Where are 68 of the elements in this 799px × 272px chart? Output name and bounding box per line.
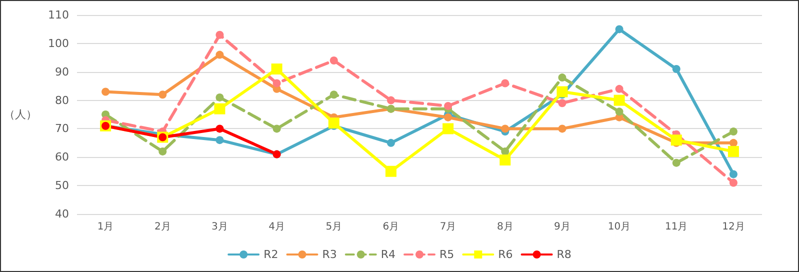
- point: [672, 65, 680, 74]
- point: [558, 124, 566, 133]
- x-tick-label: 5月: [326, 222, 342, 232]
- point: [558, 99, 566, 108]
- y-tick-label: 70: [55, 122, 69, 136]
- point: [330, 56, 338, 64]
- point: [385, 166, 396, 177]
- point: [214, 103, 226, 114]
- point: [501, 147, 510, 156]
- point: [501, 79, 510, 88]
- point: [500, 154, 511, 166]
- point: [272, 124, 281, 133]
- x-tick-label: 3月: [212, 222, 228, 232]
- legend-label: R2: [264, 248, 278, 261]
- point: [672, 158, 680, 167]
- point: [729, 178, 738, 187]
- point: [442, 123, 454, 134]
- legend-label: R5: [440, 248, 454, 261]
- y-axis-title: （人）: [4, 108, 37, 121]
- y-tick-label: 80: [55, 94, 69, 107]
- x-tick-label: 8月: [496, 222, 514, 232]
- point: [386, 96, 395, 104]
- point: [216, 50, 224, 59]
- y-tick-label: 40: [55, 208, 69, 220]
- point: [330, 90, 338, 99]
- legend-label: R8: [556, 248, 572, 261]
- point: [158, 90, 167, 99]
- point: [216, 124, 224, 133]
- legend-label: R4: [380, 248, 396, 261]
- x-tick-label: 1月: [97, 222, 114, 232]
- point: [614, 94, 625, 106]
- y-tick-label: 100: [48, 36, 69, 50]
- point: [444, 102, 452, 110]
- y-tick-label: 90: [55, 65, 69, 78]
- point: [386, 138, 395, 147]
- point: [729, 138, 738, 147]
- x-tick-label: 4月: [268, 222, 285, 232]
- point: [271, 64, 282, 75]
- y-tick-label: 110: [48, 8, 69, 22]
- y-tick-label: 50: [55, 179, 69, 192]
- point: [501, 124, 510, 133]
- point: [615, 84, 624, 93]
- point: [615, 25, 624, 34]
- point: [728, 146, 739, 157]
- point: [216, 30, 224, 39]
- point: [444, 113, 452, 122]
- point: [670, 134, 682, 146]
- legend-label: R6: [498, 248, 513, 261]
- x-tick-label: 10月: [608, 222, 631, 232]
- point: [158, 147, 167, 156]
- point: [328, 118, 340, 129]
- point: [615, 108, 624, 116]
- point: [216, 93, 224, 102]
- x-tick-label: 12月: [722, 222, 745, 232]
- point: [216, 136, 224, 144]
- legend-label: R3: [322, 248, 337, 261]
- x-tick-label: 11月: [665, 222, 688, 232]
- point: [558, 74, 566, 82]
- x-tick-label: 2月: [154, 222, 171, 232]
- point: [272, 79, 281, 88]
- point: [102, 88, 110, 96]
- x-tick-label: 6月: [382, 222, 400, 232]
- x-tick-label: 9月: [554, 222, 570, 232]
- point: [729, 170, 738, 178]
- y-tick-label: 60: [55, 150, 69, 164]
- x-tick-label: 7月: [440, 222, 456, 232]
- point: [556, 86, 568, 98]
- point: [729, 128, 738, 136]
